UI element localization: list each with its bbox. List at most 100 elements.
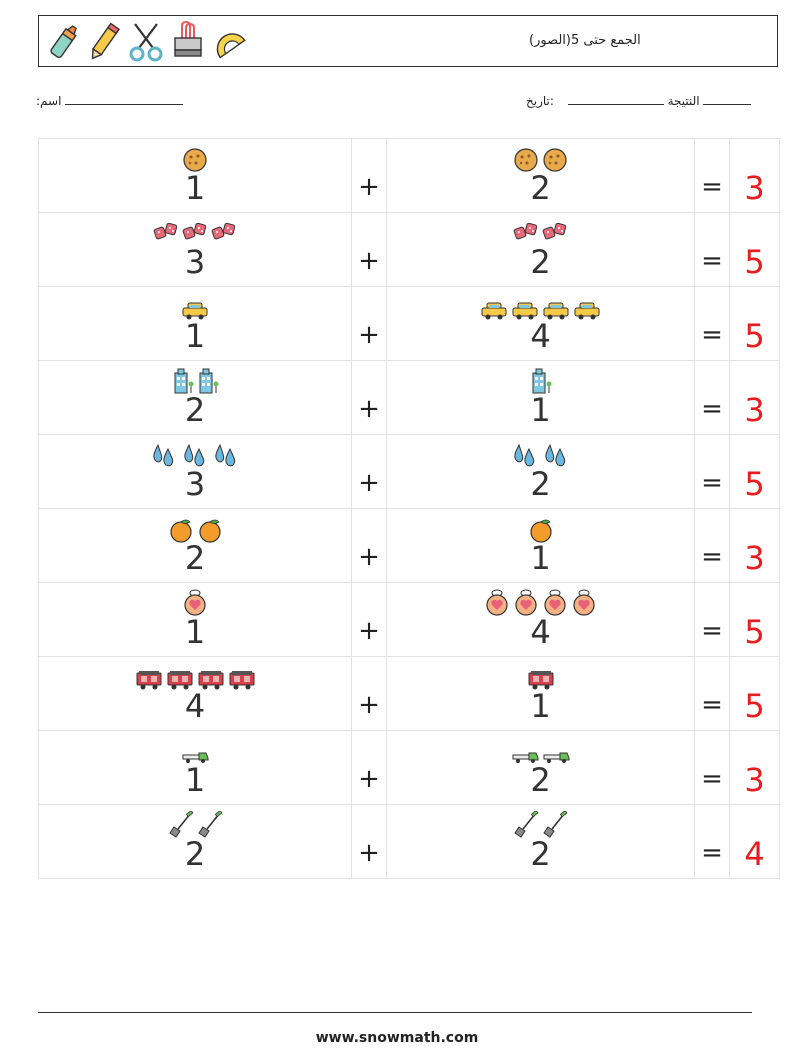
equals-sign-cell: =	[694, 360, 730, 435]
answer-cell[interactable]: 5	[729, 434, 780, 509]
first-picture-group	[150, 435, 240, 469]
date-result-field: النتيجة :تاريخ	[526, 92, 752, 108]
second-operand-cell: 2	[386, 138, 695, 213]
equals-sign: =	[701, 394, 723, 424]
answer-cell[interactable]: 5	[729, 582, 780, 657]
header-icons	[47, 20, 247, 64]
equals-sign: =	[701, 468, 723, 498]
first-operand: 3	[39, 213, 351, 286]
water-drops-icon	[542, 441, 570, 469]
shovel-icon	[197, 811, 223, 839]
second-operand: 4	[387, 287, 694, 360]
second-number: 2	[530, 835, 551, 873]
equals-sign-cell: =	[694, 508, 730, 583]
plus-sign: +	[358, 394, 380, 424]
binder-clip-icon	[171, 20, 205, 64]
answer: 3	[744, 391, 765, 429]
first-number: 1	[184, 317, 206, 355]
second-operand: 2	[387, 213, 694, 286]
second-operand-cell: 2	[386, 804, 695, 879]
equals-sign: =	[701, 838, 723, 868]
equals-sign: =	[701, 246, 723, 276]
first-operand: 2	[39, 509, 351, 582]
first-picture-group	[135, 657, 256, 691]
plus-sign-cell: +	[351, 508, 387, 583]
equals-sign: =	[701, 690, 723, 720]
second-picture-group	[530, 361, 552, 395]
equals-sign: =	[701, 764, 723, 794]
second-picture-group	[528, 509, 554, 543]
answer-cell[interactable]: 3	[729, 360, 780, 435]
taxi-icon	[181, 301, 209, 321]
equals-sign: =	[701, 172, 723, 202]
equals-sign: =	[701, 542, 723, 572]
answer-cell[interactable]: 3	[729, 730, 780, 805]
building-icon	[530, 367, 552, 395]
first-operand: 1	[39, 287, 351, 360]
plus-sign-cell: +	[351, 212, 387, 287]
problem-row: 1 +2 = 3	[38, 138, 780, 213]
first-number: 3	[184, 243, 206, 281]
first-operand-cell: 1	[38, 138, 352, 213]
first-operand-cell: 1	[38, 730, 352, 805]
train-wagon-icon	[527, 669, 555, 691]
answer-cell[interactable]: 3	[729, 138, 780, 213]
cookie-icon	[182, 147, 208, 173]
result-blank[interactable]	[567, 92, 664, 105]
second-picture-group	[513, 139, 568, 173]
dice-icon	[211, 221, 237, 247]
plus-sign: +	[358, 838, 380, 868]
problem-row: 2 +1 = 3	[38, 360, 780, 435]
problems-table: 1 +2 = 3 3 +2 = 5 1 +4 = 5 2 +1 = 3 3 +2 = 5 2 +1 = 3 1 +4 = 5 4 +1 = 5…	[38, 138, 780, 879]
problem-row: 3 +2 = 5	[38, 212, 780, 287]
train-wagon-icon	[197, 669, 225, 691]
second-number: 2	[530, 243, 551, 281]
answer: 5	[744, 317, 765, 355]
first-operand: 1	[39, 139, 351, 212]
answer-cell[interactable]: 5	[729, 656, 780, 731]
second-operand: 4	[387, 583, 694, 656]
name-blank[interactable]	[65, 92, 184, 105]
second-operand: 2	[387, 139, 694, 212]
second-picture-group	[511, 435, 570, 469]
first-number: 2	[184, 835, 206, 873]
first-operand-cell: 4	[38, 656, 352, 731]
second-number: 2	[530, 761, 551, 799]
water-drops-icon	[181, 441, 209, 469]
plus-sign-cell: +	[351, 730, 387, 805]
second-number: 2	[530, 169, 551, 207]
answer-cell[interactable]: 3	[729, 508, 780, 583]
building-icon	[197, 367, 219, 395]
shovel-icon	[513, 811, 539, 839]
first-picture-group	[172, 361, 219, 395]
answer: 5	[744, 465, 765, 503]
problem-row: 1 +2 = 3	[38, 730, 780, 805]
problem-row: 1 +4 = 5	[38, 286, 780, 361]
plus-sign: +	[358, 690, 380, 720]
taxi-icon	[480, 301, 508, 321]
problem-row: 3 +2 = 5	[38, 434, 780, 509]
first-picture-group	[182, 139, 208, 173]
date-blank[interactable]	[703, 92, 752, 105]
train-wagon-icon	[135, 669, 163, 691]
equals-sign-cell: =	[694, 730, 730, 805]
answer-cell[interactable]: 5	[729, 286, 780, 361]
first-operand-cell: 3	[38, 434, 352, 509]
pencil-icon	[87, 20, 121, 64]
first-operand-cell: 1	[38, 582, 352, 657]
truck-icon	[511, 749, 539, 765]
equals-sign-cell: =	[694, 804, 730, 879]
plus-sign-cell: +	[351, 286, 387, 361]
second-number: 1	[530, 391, 551, 429]
worksheet-header: (الجمع حتى 5(الصور	[38, 15, 778, 67]
heart-ring-icon	[513, 589, 539, 617]
first-operand: 2	[39, 361, 351, 434]
answer-cell[interactable]: 4	[729, 804, 780, 879]
answer-cell[interactable]: 5	[729, 212, 780, 287]
plus-sign: +	[358, 616, 380, 646]
second-operand: 2	[387, 731, 694, 804]
orange-icon	[168, 517, 194, 543]
date-label: :تاريخ	[526, 94, 554, 108]
second-operand: 1	[387, 509, 694, 582]
first-number: 2	[184, 539, 206, 577]
